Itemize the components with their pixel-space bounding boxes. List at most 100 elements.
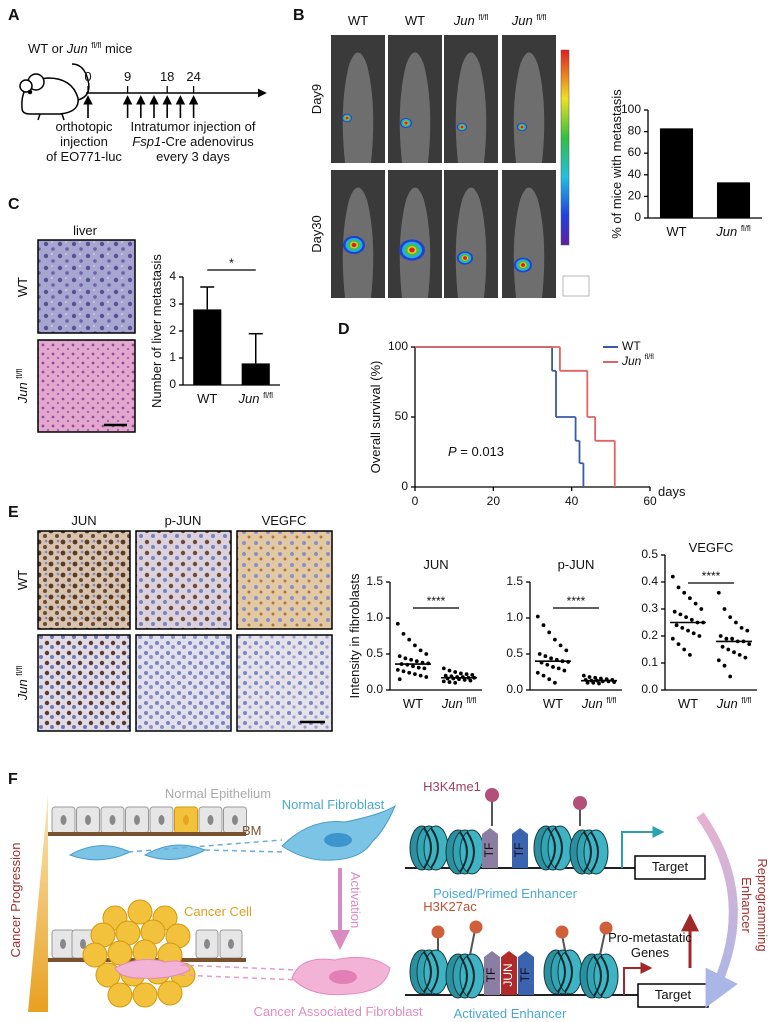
- epithelium: [51, 806, 247, 834]
- nucleosome: [445, 953, 485, 999]
- timeline-marks: 0 9 18 24: [83, 69, 201, 118]
- significance-label: *: [229, 256, 234, 270]
- row-label: WT: [15, 277, 30, 297]
- dot: [470, 672, 475, 677]
- signal: [460, 125, 464, 129]
- dot: [564, 648, 569, 653]
- y-tick-label: 0.4: [641, 574, 658, 588]
- dot: [688, 596, 692, 601]
- y-tick-label: 60: [628, 145, 642, 159]
- jun: [501, 951, 517, 995]
- y-tick-label: 100: [621, 102, 641, 116]
- dot: [401, 631, 406, 636]
- fibroblast: [143, 844, 207, 860]
- progression-triangle: [28, 795, 48, 1012]
- row-label: Day30: [309, 215, 324, 253]
- nucleosome: [533, 825, 573, 871]
- panel-label: C: [8, 196, 20, 213]
- dot: [747, 642, 752, 646]
- cell-nucleus: [232, 815, 238, 825]
- transcription-arrow: [621, 826, 665, 868]
- fibroblast: [68, 845, 132, 861]
- annotation: P = 0.013: [448, 444, 504, 459]
- mouse-body: [399, 52, 431, 163]
- dot: [453, 670, 458, 674]
- cancer-cell: [107, 940, 133, 966]
- epithelium-label: Normal Epithelium: [165, 786, 271, 801]
- tf: [512, 828, 528, 868]
- target-label: Target: [655, 987, 692, 1002]
- cancer-cell: [107, 982, 133, 1008]
- x-tick-label: Jun fl/fl: [581, 696, 617, 712]
- signal: [409, 247, 415, 253]
- y-tick-label: 0: [401, 479, 408, 493]
- dot: [684, 615, 688, 619]
- left-note: of EO771-luc: [46, 149, 122, 164]
- dot: [411, 664, 415, 669]
- cell-nucleus: [183, 815, 189, 825]
- column-label: VEGFC: [262, 513, 307, 528]
- reprogramming-label: Enhancer: [739, 877, 754, 933]
- y-tick-label: 0.0: [641, 682, 658, 696]
- row-label: Jun fl/fl: [15, 368, 31, 404]
- tf-label: TF: [518, 968, 532, 983]
- bm-label: BM: [242, 823, 262, 838]
- chart-title: VEGFC: [689, 540, 734, 555]
- dot: [462, 678, 467, 682]
- y-tick-label: 0.5: [506, 646, 523, 660]
- dot: [397, 654, 402, 659]
- progression-label: Cancer Progression: [8, 843, 23, 958]
- dot: [413, 672, 417, 677]
- colorbar-legend-box: [562, 275, 590, 297]
- dot: [553, 637, 557, 642]
- nucleosome: [409, 949, 449, 995]
- dot: [553, 680, 557, 685]
- cell-nucleus: [207, 815, 214, 825]
- y-tick-label: 1.5: [366, 574, 383, 588]
- y-axis-label: Intensity in fibroblasts: [347, 573, 362, 699]
- y-tick-label: 3: [169, 296, 176, 310]
- mouse-body: [342, 52, 374, 163]
- x-tick-label: WT: [666, 224, 686, 239]
- y-tick-label: 1.0: [366, 610, 383, 624]
- signal: [520, 125, 524, 129]
- y-tick-label: 2: [169, 323, 176, 337]
- y-tick-label: 1.5: [506, 574, 523, 588]
- timeline-tick-label: 9: [124, 69, 131, 84]
- ihc-image: [236, 634, 333, 732]
- row-label: Jun fl/fl: [15, 665, 31, 701]
- right-note: Fsp1-Cre adenovirus: [132, 134, 254, 149]
- liver-image: [37, 239, 136, 334]
- dot: [407, 637, 412, 642]
- caf-label: Cancer Associated Fibroblast: [253, 1004, 422, 1019]
- dot: [395, 667, 400, 672]
- mouse-body: [455, 187, 487, 298]
- dot: [418, 673, 423, 678]
- cell-nucleus: [85, 815, 91, 825]
- mouse-title: WT or Jun fl/fl mice: [28, 41, 132, 57]
- cell-nucleus: [228, 939, 234, 949]
- nucleosome: [445, 829, 485, 875]
- dot: [674, 623, 679, 628]
- panel-label: A: [8, 7, 20, 24]
- dot: [716, 658, 721, 663]
- activated-label: Activated Enhancer: [454, 1006, 567, 1021]
- dot: [447, 680, 452, 684]
- x-tick-label: WT: [403, 696, 423, 711]
- bar: [716, 182, 751, 218]
- dot: [424, 675, 429, 679]
- dot: [726, 647, 731, 652]
- panel-c-images: liver WT Jun fl/fl: [15, 223, 136, 433]
- y-tick-label: 0: [169, 377, 176, 391]
- dot: [599, 676, 603, 681]
- dot: [676, 642, 681, 646]
- reprogramming-arrow: [696, 812, 738, 1008]
- left-note: injection: [60, 134, 108, 149]
- dot: [718, 634, 723, 638]
- x-tick-label: 60: [643, 494, 657, 508]
- chart-title: p-JUN: [558, 557, 595, 572]
- dot: [676, 585, 681, 590]
- image-title: liver: [73, 223, 98, 238]
